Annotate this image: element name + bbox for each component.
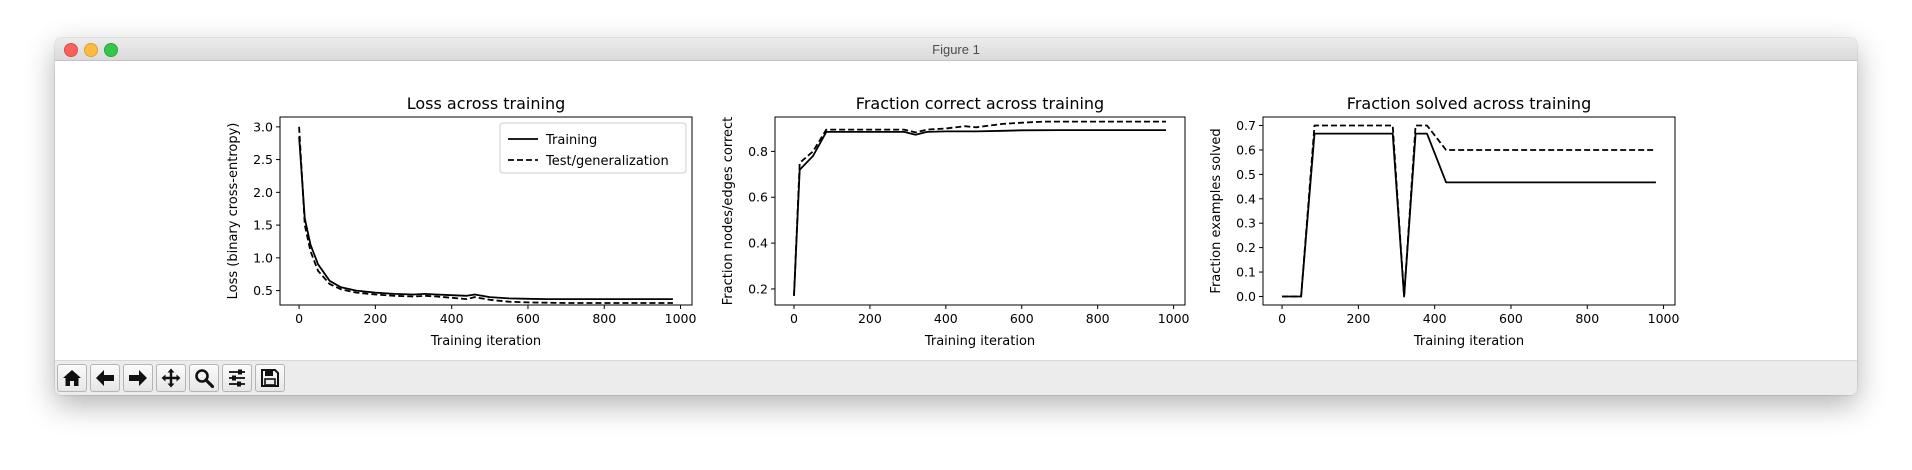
y-tick-label: 0.1 bbox=[1236, 265, 1256, 280]
axes-frame bbox=[774, 116, 1186, 306]
close-window-button[interactable] bbox=[64, 43, 78, 57]
figure-canvas[interactable]: Loss across training Loss (binary cross-e… bbox=[55, 61, 1857, 360]
legend: Training Test/generalization bbox=[499, 122, 687, 174]
forward-button[interactable] bbox=[123, 364, 153, 392]
y-tick-label: 0.5 bbox=[1236, 167, 1256, 182]
x-tick-label: 600 bbox=[1010, 311, 1034, 326]
subplot-1: Loss across training Loss (binary cross-e… bbox=[226, 94, 697, 349]
x-axis-label: Training iteration bbox=[430, 334, 541, 349]
y-tick-label: 1.5 bbox=[253, 218, 273, 233]
x-tick-label: 400 bbox=[440, 311, 464, 326]
zoom-button[interactable] bbox=[189, 364, 219, 392]
subplot-2: Fraction correct across training Fraction… bbox=[721, 94, 1190, 349]
y-tick-label: 1.0 bbox=[253, 250, 273, 265]
x-tick-label: 200 bbox=[858, 311, 882, 326]
x-tick-label: 600 bbox=[1499, 311, 1523, 326]
y-tick-label: 0.4 bbox=[748, 236, 768, 251]
y-tick-label: 0.5 bbox=[253, 283, 273, 298]
y-axis-label: Loss (binary cross-entropy) bbox=[226, 123, 241, 300]
chart-title: Fraction solved across training bbox=[1347, 94, 1591, 113]
series-line-1 bbox=[298, 136, 673, 301]
legend-entry: Test/generalization bbox=[545, 154, 669, 169]
y-tick-label: 0.3 bbox=[1236, 216, 1256, 231]
figure-window: Figure 1 Loss across training Loss (binar… bbox=[55, 38, 1857, 395]
home-button[interactable] bbox=[57, 364, 87, 392]
y-tick-label: 3.0 bbox=[253, 119, 273, 134]
magnifier-icon bbox=[195, 369, 214, 388]
y-tick-label: 2.5 bbox=[253, 152, 273, 167]
chart-title: Fraction correct across training bbox=[856, 94, 1104, 113]
navigation-toolbar bbox=[55, 360, 1857, 395]
series-line-2 bbox=[1282, 124, 1656, 298]
y-tick-label: 2.0 bbox=[253, 185, 273, 200]
x-tick-label: 200 bbox=[363, 311, 387, 326]
sliders-icon bbox=[229, 369, 245, 387]
x-tick-label: 200 bbox=[1346, 311, 1370, 326]
x-tick-label: 400 bbox=[1423, 311, 1447, 326]
x-tick-label: 1000 bbox=[665, 311, 697, 326]
x-tick-label: 0 bbox=[1278, 311, 1286, 326]
legend-box bbox=[499, 122, 687, 174]
arrow-left-icon bbox=[96, 370, 114, 386]
floppy-disk-icon bbox=[261, 369, 279, 387]
y-tick-label: 0.2 bbox=[748, 281, 768, 296]
y-tick-label: 0.6 bbox=[748, 190, 768, 205]
series-line-2 bbox=[298, 126, 673, 304]
legend-entry: Training bbox=[545, 133, 597, 148]
arrow-right-icon bbox=[129, 370, 147, 386]
window-title: Figure 1 bbox=[932, 42, 980, 57]
maximize-window-button[interactable] bbox=[104, 43, 118, 57]
y-tick-label: 0.7 bbox=[1236, 118, 1256, 133]
save-button[interactable] bbox=[255, 364, 285, 392]
y-axis-label: Fraction nodes/edges correct bbox=[721, 117, 736, 306]
axes-frame bbox=[1262, 116, 1676, 306]
x-tick-label: 800 bbox=[592, 311, 616, 326]
x-tick-label: 0 bbox=[295, 311, 303, 326]
y-tick-label: 0.2 bbox=[1236, 240, 1256, 255]
move-icon bbox=[161, 368, 181, 388]
x-tick-label: 0 bbox=[790, 311, 798, 326]
subplot-3: Fraction solved across training Fraction … bbox=[1209, 94, 1680, 349]
configure-subplots-button[interactable] bbox=[222, 364, 252, 392]
y-tick-label: 0.0 bbox=[1236, 289, 1256, 304]
x-tick-label: 1000 bbox=[1158, 311, 1190, 326]
y-tick-label: 0.4 bbox=[1236, 191, 1256, 206]
x-tick-label: 1000 bbox=[1648, 311, 1680, 326]
back-button[interactable] bbox=[90, 364, 120, 392]
series-line-2 bbox=[793, 120, 1166, 296]
y-tick-label: 0.6 bbox=[1236, 142, 1256, 157]
x-tick-label: 600 bbox=[516, 311, 540, 326]
series-line-1 bbox=[1282, 132, 1656, 298]
x-axis-label: Training iteration bbox=[924, 334, 1035, 349]
axes-frame bbox=[279, 116, 693, 306]
minimize-window-button[interactable] bbox=[84, 43, 98, 57]
series-line-1 bbox=[793, 129, 1166, 296]
x-tick-label: 800 bbox=[1086, 311, 1110, 326]
chart-title: Loss across training bbox=[407, 94, 566, 113]
home-icon bbox=[63, 370, 81, 386]
figure-svg: Loss across training Loss (binary cross-e… bbox=[226, 94, 1680, 349]
title-bar[interactable]: Figure 1 bbox=[55, 38, 1857, 61]
y-tick-label: 0.8 bbox=[748, 144, 768, 159]
x-tick-label: 800 bbox=[1575, 311, 1599, 326]
pan-button[interactable] bbox=[156, 364, 186, 392]
x-tick-label: 400 bbox=[934, 311, 958, 326]
x-axis-label: Training iteration bbox=[1413, 334, 1524, 349]
y-axis-label: Fraction examples solved bbox=[1209, 128, 1224, 293]
